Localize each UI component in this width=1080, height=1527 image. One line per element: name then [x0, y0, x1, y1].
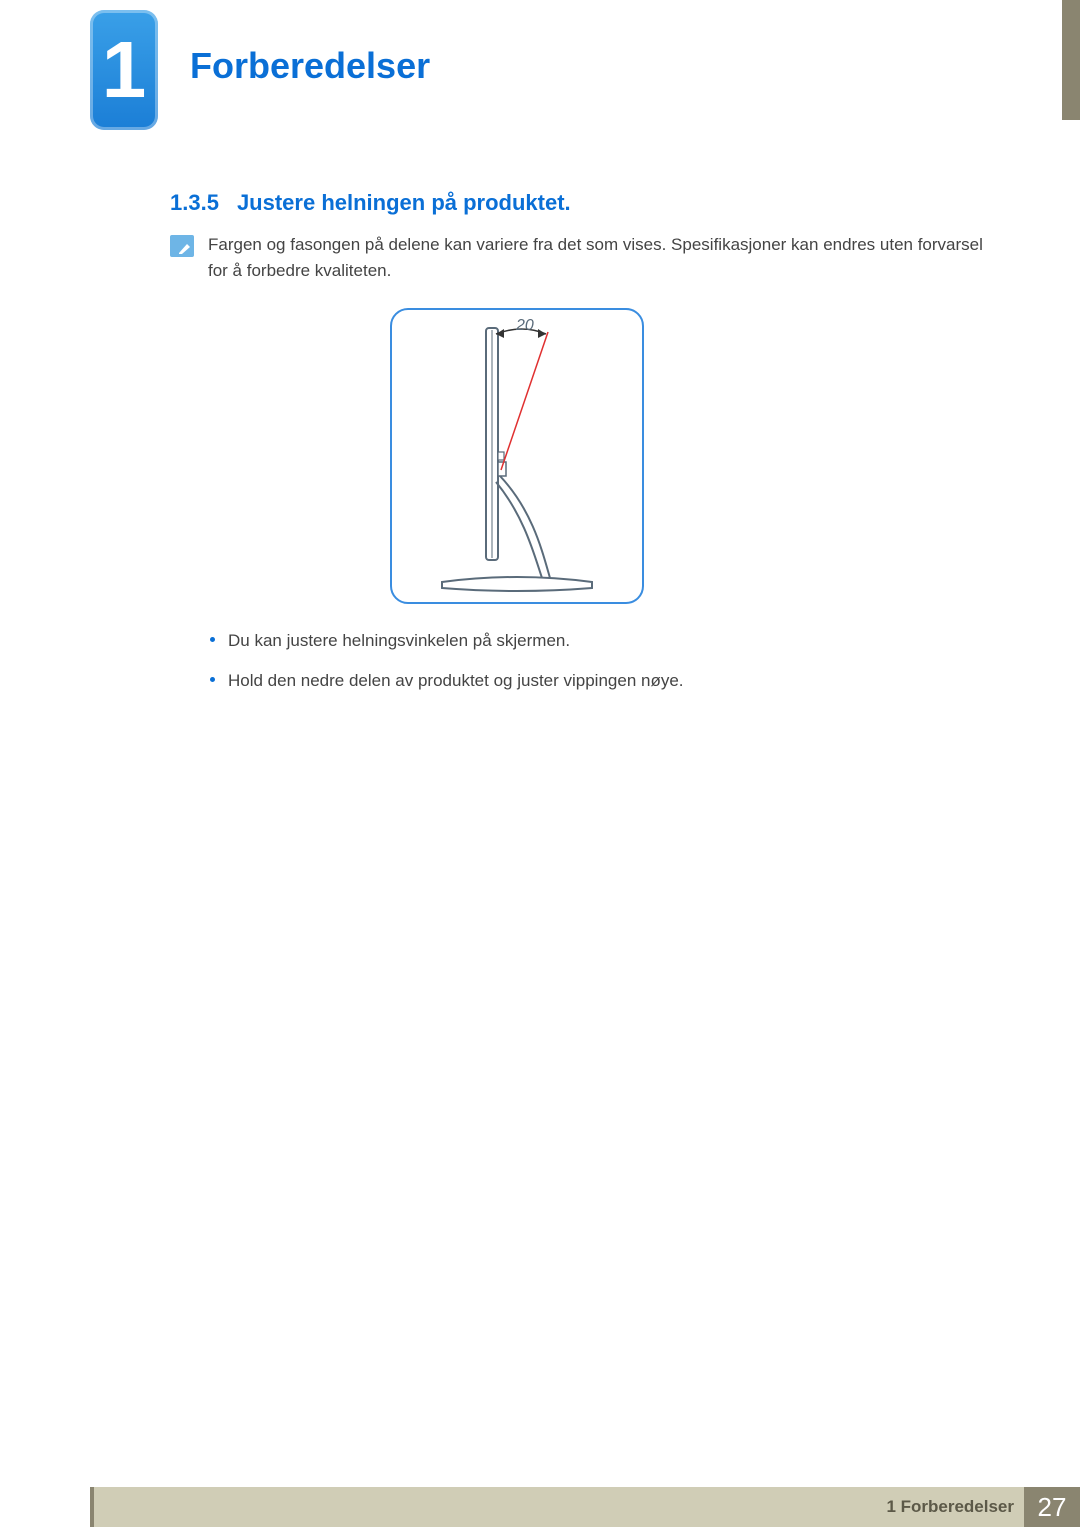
footer-bar: 1 Forberedelser 27 — [90, 1487, 1080, 1527]
list-item: Hold den nedre delen av produktet og jus… — [228, 668, 988, 694]
note-icon — [170, 235, 194, 257]
angle-label: 20 — [515, 317, 534, 334]
chapter-title: Forberedelser — [190, 45, 430, 87]
bullet-list: Du kan justere helningsvinkelen på skjer… — [228, 628, 988, 707]
chapter-number: 1 — [102, 30, 147, 110]
top-accent-bar — [1062, 0, 1080, 120]
footer-text: 1 Forberedelser — [886, 1497, 1014, 1517]
note-text: Fargen og fasongen på delene kan variere… — [208, 232, 988, 285]
page-number: 27 — [1024, 1487, 1080, 1527]
chapter-badge: 1 — [90, 10, 158, 130]
list-item: Du kan justere helningsvinkelen på skjer… — [228, 628, 988, 654]
section-number: 1.3.5 — [170, 190, 219, 215]
tilt-diagram: 20 — [390, 308, 644, 604]
section-title: Justere helningen på produktet. — [237, 190, 571, 215]
section-heading: 1.3.5 Justere helningen på produktet. — [170, 190, 571, 216]
